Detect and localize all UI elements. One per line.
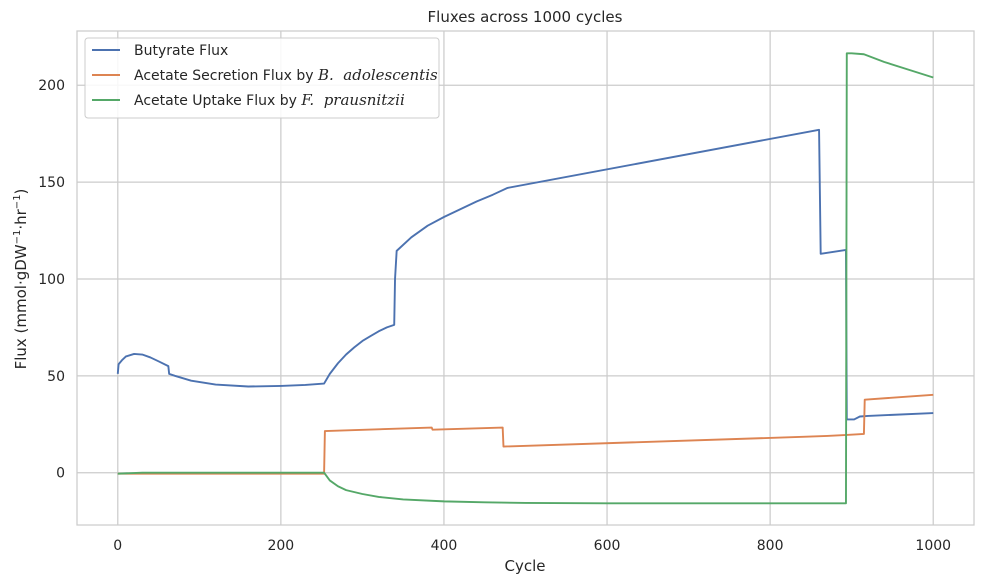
- legend-entry-acetate-uptake: Acetate Uptake Flux by F. prausnitzii: [92, 91, 405, 109]
- y-axis-label-end: ): [12, 189, 30, 195]
- x-tick-label: 1000: [915, 538, 951, 554]
- gridlines: [77, 31, 974, 525]
- series-layer: [116, 52, 934, 505]
- plot-frame: [76, 30, 975, 526]
- y-axis-label-text: Flux (mmol·gDW: [12, 244, 30, 369]
- x-tick-label: 400: [431, 538, 458, 554]
- y-tick-label: 50: [47, 369, 65, 385]
- y-axis-label-sup1: −1: [12, 230, 23, 245]
- chart-title: Fluxes across 1000 cycles: [428, 8, 623, 26]
- tick-labels: 0 200 400 600 800 1000 0 50 100 150 200: [38, 78, 951, 554]
- x-tick-label: 200: [267, 538, 294, 554]
- y-tick-label: 0: [56, 466, 65, 482]
- x-axis-label: Cycle: [505, 557, 546, 575]
- series-line-acetate-secretion: [117, 393, 934, 475]
- legend-label-acetate-uptake: Acetate Uptake Flux by F. prausnitzii: [134, 91, 405, 109]
- y-tick-label: 200: [38, 78, 65, 94]
- x-tick-label: 0: [113, 538, 122, 554]
- series-line-butyrate: [116, 128, 934, 421]
- legend-label-acetate-secretion: Acetate Secretion Flux by B. adolescenti…: [134, 66, 438, 84]
- x-tick-label: 600: [594, 538, 621, 554]
- y-axis-label-sup2: −1: [12, 194, 23, 209]
- y-axis-label-mid: ·hr: [12, 208, 30, 229]
- y-tick-label: 100: [38, 272, 65, 288]
- series-line-acetate-uptake: [117, 52, 934, 505]
- legend-box: [84, 37, 440, 119]
- legend: Butyrate Flux Acetate Secretion Flux by …: [84, 37, 440, 119]
- x-tick-label: 800: [757, 538, 784, 554]
- legend-entry-butyrate: Butyrate Flux: [92, 43, 228, 59]
- y-tick-label: 150: [38, 175, 65, 191]
- legend-label-butyrate: Butyrate Flux: [134, 43, 228, 59]
- y-axis-label: Flux (mmol·gDW−1·hr−1): [12, 189, 30, 370]
- legend-entry-acetate-secretion: Acetate Secretion Flux by B. adolescenti…: [92, 66, 438, 84]
